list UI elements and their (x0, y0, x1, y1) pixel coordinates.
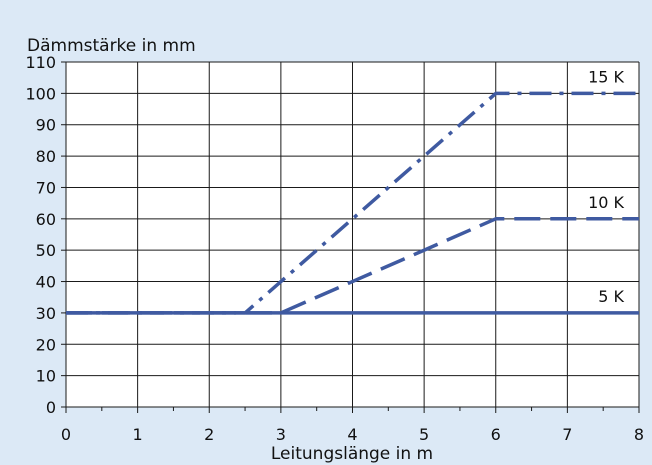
series-label: 5 K (598, 287, 624, 306)
x-tick-label: 8 (634, 425, 644, 444)
x-tick-label: 3 (276, 425, 286, 444)
x-tick-label: 7 (562, 425, 572, 444)
y-tick-label: 50 (36, 241, 56, 260)
y-tick-label: 10 (36, 367, 56, 386)
x-tick-label: 1 (133, 425, 143, 444)
series-label: 10 K (588, 193, 624, 212)
y-tick-label: 110 (25, 53, 56, 72)
x-tick-label: 6 (491, 425, 501, 444)
y-tick-label: 80 (36, 147, 56, 166)
x-tick-label: 4 (347, 425, 357, 444)
y-tick-label: 0 (46, 398, 56, 417)
x-tick-label: 0 (61, 425, 71, 444)
y-tick-label: 90 (36, 116, 56, 135)
y-tick-label: 20 (36, 335, 56, 354)
x-axis-title: Leitungslänge in m (271, 444, 433, 464)
y-tick-label: 100 (25, 84, 56, 103)
x-tick-label: 2 (204, 425, 214, 444)
y-tick-label: 30 (36, 304, 56, 323)
y-tick-label: 60 (36, 210, 56, 229)
y-tick-label: 40 (36, 273, 56, 292)
series-label: 15 K (588, 67, 624, 86)
y-tick-label: 70 (36, 178, 56, 197)
x-tick-label: 5 (419, 425, 429, 444)
